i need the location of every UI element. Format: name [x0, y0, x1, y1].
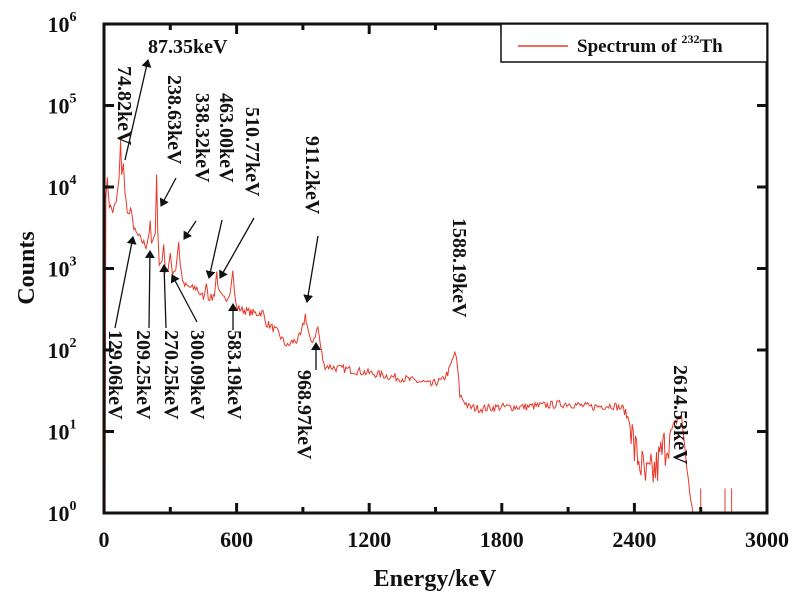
peak-label: 74.82keV — [113, 66, 135, 146]
peak-arrow — [114, 236, 137, 329]
peak-arrow — [159, 177, 177, 207]
peak-arrow — [303, 235, 319, 303]
peak-annotation: 2614.53keV — [669, 365, 691, 465]
x-tick-label: 0 — [99, 527, 110, 552]
peak-annotation: 74.82keV — [113, 66, 135, 146]
legend-box — [500, 23, 768, 63]
legend: Spectrum of 232Th — [500, 23, 768, 63]
peak-label: 238.63keV — [163, 75, 185, 165]
x-tick-label: 600 — [220, 527, 253, 552]
peak-label: 583.19keV — [223, 330, 245, 420]
peak-label: 968.97keV — [293, 370, 315, 460]
peak-arrow — [205, 219, 223, 279]
peak-arrow — [219, 217, 255, 279]
series-line-0 — [104, 140, 767, 514]
peak-label: 463.00keV — [215, 93, 237, 183]
peak-label: 911.2keV — [301, 136, 323, 215]
y-tick-label: 106 — [48, 10, 77, 37]
y-tick-label: 103 — [48, 255, 77, 282]
peak-annotation: 510.77keV — [219, 107, 263, 279]
peak-label: 129.06keV — [104, 330, 126, 420]
peak-label: 2614.53keV — [669, 365, 691, 465]
y-tick-label: 101 — [48, 418, 77, 445]
peak-annotation: 911.2keV — [301, 136, 323, 303]
x-axis-title: Energy/keV — [374, 566, 497, 592]
peak-label: 1588.19keV — [448, 218, 470, 318]
peak-label: 338.32keV — [191, 93, 213, 183]
y-tick-label: 104 — [48, 173, 77, 200]
peak-label: 510.77keV — [241, 107, 263, 197]
peak-label: 270.25keV — [160, 330, 182, 420]
y-axis-title: Counts — [14, 231, 40, 304]
peak-label: 300.09keV — [186, 330, 208, 420]
legend-label-prefix: Spectrum of — [577, 36, 681, 57]
peak-arrow — [159, 264, 170, 329]
x-tick-label: 2400 — [612, 527, 656, 552]
peak-annotation: 1588.19keV — [448, 218, 470, 318]
peak-arrow — [170, 274, 198, 323]
peak-annotation: 583.19keV — [223, 303, 245, 420]
x-tick-label: 3000 — [745, 527, 789, 552]
legend-label-sup: 232 — [681, 32, 699, 46]
x-tick-label: 1800 — [480, 527, 524, 552]
y-tick-label: 100 — [48, 499, 77, 526]
peak-label: 87.35keV — [148, 36, 228, 58]
peak-annotation: 129.06keV — [104, 236, 137, 420]
peak-arrow — [124, 59, 152, 161]
peak-annotation: 209.25keV — [132, 250, 155, 420]
peak-label: 209.25keV — [132, 330, 154, 420]
peak-arrow — [183, 220, 197, 240]
peak-annotation: 87.35keV — [124, 36, 228, 161]
peak-annotation: 238.63keV — [159, 75, 185, 207]
peak-arrow — [144, 250, 155, 329]
peak-annotation: 300.09keV — [170, 274, 208, 420]
legend-label: Spectrum of 232Th — [577, 32, 723, 57]
peak-annotation: 968.97keV — [293, 342, 321, 460]
peak-annotation: 338.32keV — [183, 93, 213, 240]
y-tick-label: 105 — [48, 92, 77, 119]
y-tick-label: 102 — [48, 336, 77, 363]
peak-annotation: 463.00keV — [205, 93, 237, 279]
legend-label-suffix: Th — [699, 36, 723, 57]
peak-annotation: 270.25keV — [159, 264, 182, 420]
x-tick-label: 1200 — [347, 527, 391, 552]
